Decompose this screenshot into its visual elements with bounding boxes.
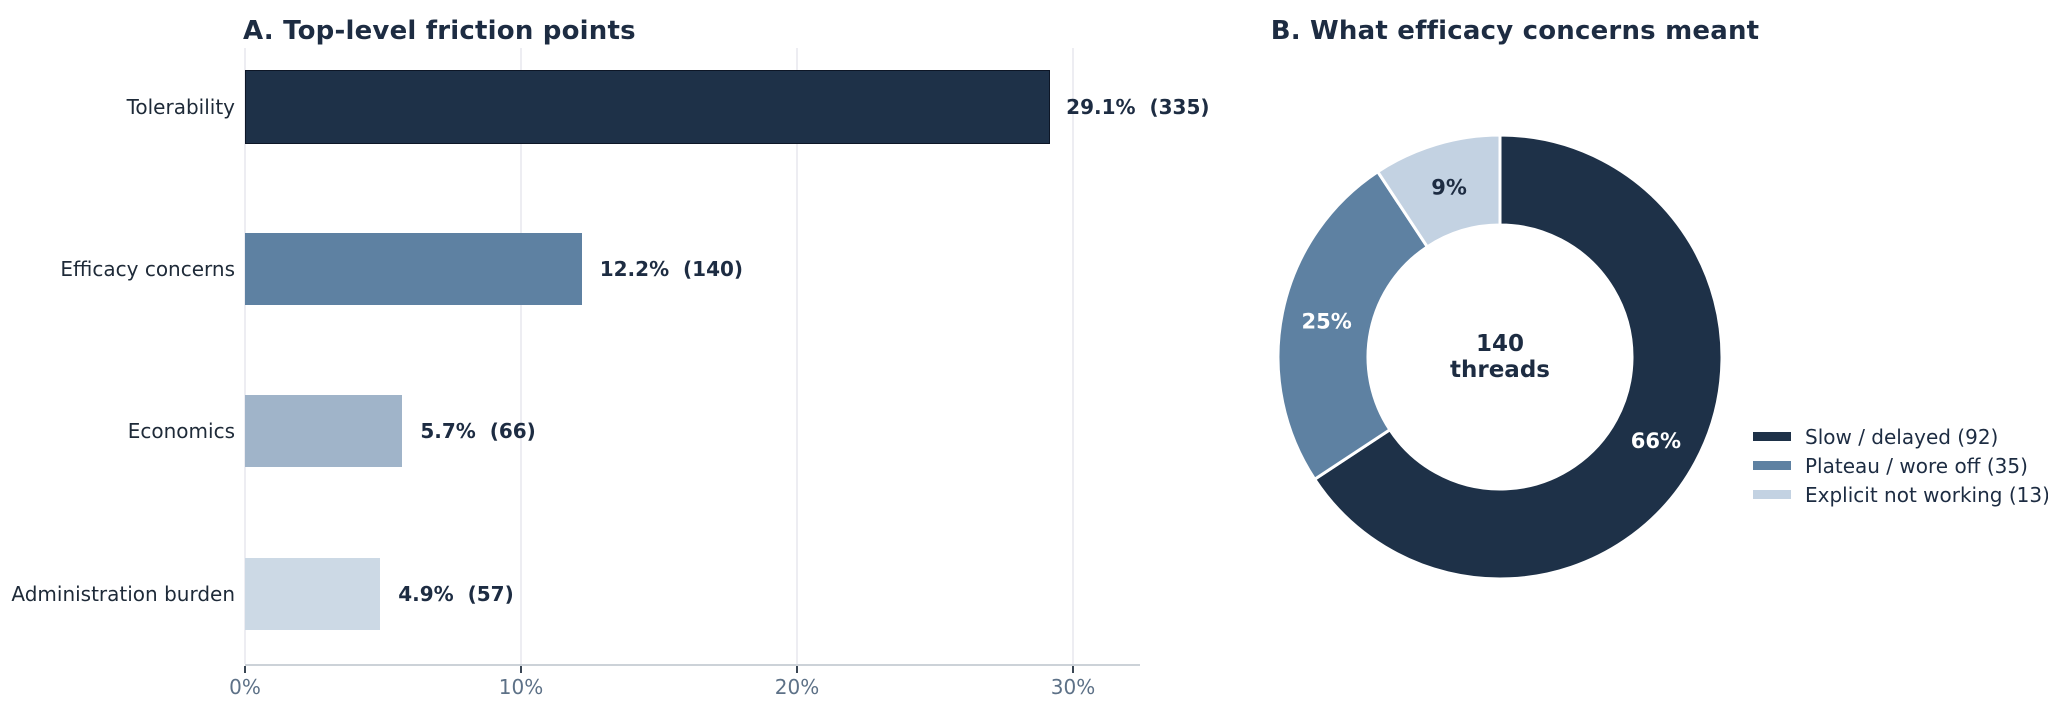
- legend-item: Slow / delayed (92): [1753, 422, 2048, 451]
- legend-item: Explicit not working (13): [1753, 480, 2048, 509]
- legend-swatch: [1753, 490, 1791, 499]
- donut-slice: [1313, 133, 1724, 581]
- bar: [245, 557, 381, 630]
- legend-swatch: [1753, 461, 1791, 470]
- x-tick-label: 10%: [498, 675, 544, 699]
- x-tick-label: 20%: [774, 675, 820, 699]
- legend-label: Slow / delayed (92): [1805, 424, 1999, 449]
- bar-value-label: 12.2% (140): [599, 257, 744, 281]
- legend-swatch: [1753, 432, 1791, 441]
- gridline: [244, 48, 246, 664]
- x-tick-mark: [796, 666, 798, 673]
- bar-value-label: 29.1% (335): [1066, 94, 1210, 119]
- x-tick-mark: [520, 666, 522, 673]
- x-tick-label: 0%: [229, 675, 261, 699]
- donut-slice: [1376, 133, 1502, 249]
- gridline: [796, 48, 798, 664]
- bar-category-label: Tolerability: [126, 94, 235, 119]
- donut-legend: Slow / delayed (92) Plateau / wore off (3…: [1753, 422, 2048, 509]
- donut-center-caption: threads: [1450, 357, 1550, 383]
- gridline: [520, 48, 522, 664]
- x-tick-mark: [244, 666, 246, 673]
- legend-item: Plateau / wore off (35): [1753, 451, 2048, 480]
- donut-chart-title: B. What efficacy concerns meant: [1270, 16, 1760, 46]
- donut-slice-label: 25%: [1301, 309, 1351, 333]
- bar-category-label: Economics: [127, 419, 235, 444]
- bar: [245, 69, 1051, 144]
- donut-slice-label: 9%: [1431, 175, 1467, 199]
- bar: [245, 233, 582, 305]
- bar-value-label: 4.9% (57): [398, 581, 514, 606]
- bar-value-label: 5.7% (66): [420, 419, 536, 444]
- gridline: [1072, 48, 1074, 664]
- bar: [245, 395, 403, 468]
- donut-slice: [1276, 170, 1429, 481]
- x-tick-mark: [1072, 666, 1074, 673]
- bar-category-label: Administration burden: [11, 581, 235, 606]
- donut-slice-label: 66%: [1631, 429, 1681, 453]
- donut-center-value: 140: [1476, 331, 1524, 357]
- bar-chart-title: A. Top-level friction points: [243, 16, 636, 46]
- x-tick-label: 30%: [1050, 675, 1096, 699]
- bar-plot: 0% 10% 20% 30% Tolerability 29.1% (335) Effica…: [11, 48, 1210, 699]
- legend-label: Plateau / wore off (35): [1805, 453, 2028, 478]
- legend-label: Explicit not working (13): [1805, 482, 2048, 507]
- bar-category-label: Efficacy concerns: [60, 257, 235, 281]
